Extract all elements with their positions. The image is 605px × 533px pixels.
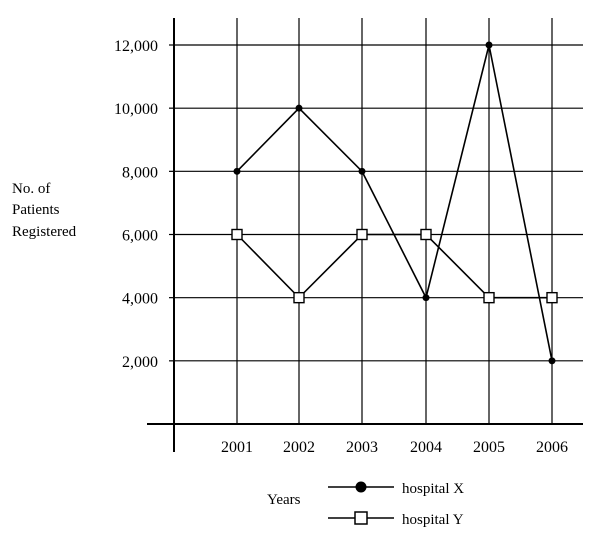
y-tick-label-3: 8,000: [122, 164, 158, 181]
y-tick-labels: 2,000 4,000 6,000 8,000 10,000 12,000: [114, 38, 158, 371]
axes: [147, 18, 583, 452]
y-axis-label-line-1: No. of: [12, 181, 50, 197]
legend: hospital X hospital Y: [328, 481, 464, 528]
y-tick-label-0: 2,000: [122, 354, 158, 371]
grid-lines: [169, 18, 583, 424]
x-tick-label-2003: 2003: [346, 439, 378, 456]
point-hospital-x-2003: [358, 167, 366, 175]
point-hospital-y-2001: [231, 228, 243, 241]
y-axis-label-line-2: Patients: [12, 202, 60, 218]
point-hospital-y-2003: [356, 228, 368, 241]
x-tick-label-2001: 2001: [221, 439, 253, 456]
x-tick-label-2002: 2002: [283, 439, 315, 456]
legend-label-hospital-x: hospital X: [402, 481, 464, 497]
x-tick-label-2005: 2005: [473, 439, 505, 456]
x-tick-label-2004: 2004: [410, 439, 442, 456]
series-line-hospital-x: [236, 44, 553, 361]
y-tick-label-2: 6,000: [122, 228, 158, 245]
point-hospital-y-2004: [420, 228, 432, 241]
point-hospital-x-2002: [295, 104, 303, 112]
y-tick-label-4: 10,000: [114, 101, 158, 118]
x-tick-labels: 2001 2002 2003 2004 2005 2006: [221, 439, 568, 456]
point-hospital-y-2002: [293, 291, 305, 304]
point-hospital-y-2005: [483, 291, 495, 304]
point-hospital-x-2006: [548, 357, 556, 365]
y-axis-label-line-3: Registered: [12, 224, 77, 240]
series-line-hospital-y: [236, 233, 552, 299]
x-axis-label: Years: [267, 492, 301, 508]
legend-marker-hospital-y: [354, 511, 368, 525]
series-group: [231, 41, 558, 365]
point-hospital-x-2005: [485, 41, 493, 49]
point-hospital-x-2004: [422, 294, 430, 302]
legend-label-hospital-y: hospital Y: [402, 512, 464, 528]
point-hospital-x-2001: [233, 167, 241, 175]
legend-marker-hospital-x: [355, 481, 367, 493]
point-hospital-y-2006: [546, 291, 558, 304]
x-tick-label-2006: 2006: [536, 439, 568, 456]
y-tick-label-1: 4,000: [122, 291, 158, 308]
y-tick-label-5: 12,000: [114, 38, 158, 55]
